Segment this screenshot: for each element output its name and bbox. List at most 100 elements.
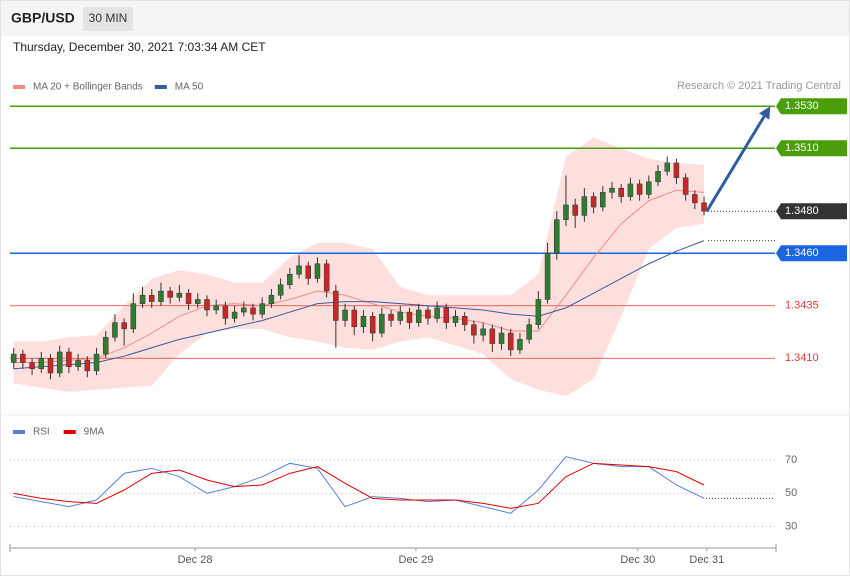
ma-line [13, 240, 705, 370]
level-tag [776, 98, 847, 115]
candle-body [415, 309, 422, 323]
candle-body [397, 311, 404, 321]
candle-body [195, 299, 201, 304]
candle-body [231, 311, 238, 319]
level-label: 1.3480 [785, 205, 819, 217]
candle-body [259, 303, 265, 315]
candle-body [369, 316, 376, 334]
arrow-head [758, 106, 771, 120]
candle-body [600, 192, 606, 208]
candle-body [581, 196, 588, 216]
candle-body [682, 177, 689, 195]
candle-body [314, 263, 321, 279]
candle-body [176, 292, 183, 298]
y-tick-label: 50 [785, 487, 797, 499]
candle-body [158, 290, 164, 302]
candle-body [287, 274, 293, 286]
x-tick-label: Dec 30 [620, 554, 655, 566]
candle-body [507, 332, 514, 351]
level-label: 1.3460 [785, 247, 819, 259]
candle-body [149, 295, 155, 302]
candle-body [139, 295, 146, 304]
candle-body [434, 307, 440, 319]
ma-line [13, 189, 705, 363]
candle-body [461, 316, 468, 325]
top-bar [1, 1, 849, 36]
candle-body [572, 204, 578, 216]
candle-body [498, 332, 505, 344]
candle-body [56, 351, 63, 374]
candle-body [471, 324, 477, 336]
level-label: 1.3435 [785, 300, 819, 312]
legend-label: RSI [33, 427, 50, 438]
candle-body [277, 284, 284, 296]
legend-label: 9MA [84, 427, 105, 438]
candle-body [268, 295, 275, 304]
candle-body [121, 322, 127, 330]
candle-body [609, 187, 615, 193]
timestamp: Thursday, December 30, 2021 7:03:34 AM C… [13, 40, 266, 54]
candle-body [526, 324, 532, 340]
candle-body [664, 162, 670, 172]
legend-swatch [13, 85, 25, 89]
candle-body [84, 360, 91, 372]
candle-body [213, 305, 219, 311]
legend-label: MA 20 + Bollinger Bands [33, 82, 143, 93]
candle-body [167, 290, 173, 298]
interval-box [83, 7, 133, 31]
candle-body [535, 299, 542, 325]
candle-body [701, 202, 707, 212]
candle-body [692, 194, 698, 204]
candle-body [130, 303, 137, 330]
candle-body [38, 358, 45, 370]
candle-body [489, 328, 496, 344]
level-label: 1.3510 [785, 142, 819, 154]
level-label: 1.3530 [785, 100, 819, 112]
candle-body [29, 362, 35, 370]
candle-body [185, 292, 192, 304]
candle-body [425, 309, 431, 319]
indicator-line [13, 462, 705, 509]
candle-body [554, 219, 560, 254]
candle-body [112, 322, 118, 338]
candle-body [406, 311, 413, 323]
candle-body [204, 299, 210, 311]
candle-body [452, 316, 459, 323]
legend-label: MA 50 [175, 82, 204, 93]
indicator-line [13, 456, 705, 514]
x-tick-label: Dec 31 [689, 554, 724, 566]
candle-body [636, 183, 643, 195]
candle-body [655, 171, 661, 183]
candle-body [222, 305, 229, 319]
candle-body [388, 313, 394, 321]
candle-body [443, 307, 450, 323]
forecast-arrow [705, 115, 766, 213]
candle-body [351, 309, 358, 328]
x-tick-label: Dec 29 [399, 554, 434, 566]
candle-body [333, 290, 339, 321]
candle-body [10, 353, 17, 363]
candle-body [618, 187, 624, 197]
candle-body [47, 358, 54, 374]
level-label: 1.3410 [785, 352, 819, 364]
y-tick-label: 70 [785, 454, 797, 466]
candle-body [360, 316, 367, 328]
source: Research © 2021 Trading Central [677, 80, 841, 92]
candle-body [646, 181, 652, 195]
candle-body [590, 196, 597, 208]
candle-body [75, 360, 81, 367]
interval: 30 MIN [89, 11, 128, 25]
candle-body [66, 351, 72, 367]
candle-body [93, 353, 100, 372]
legend-swatch [63, 430, 76, 434]
x-tick-label: Dec 28 [178, 554, 213, 566]
candle-body [102, 337, 109, 355]
candle-body [323, 263, 330, 292]
candle-body [544, 253, 551, 300]
candle-body [517, 339, 523, 351]
candle-body [379, 313, 385, 334]
level-tag [776, 203, 847, 220]
symbol: GBP/USD [11, 10, 75, 26]
